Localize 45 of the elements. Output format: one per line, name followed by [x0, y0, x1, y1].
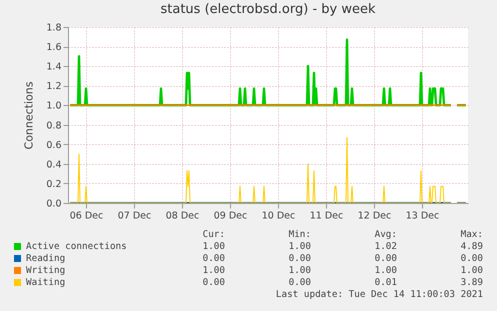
chart-title: status (electrobsd.org) - by week — [160, 2, 376, 17]
y-tick-label: 0.4 — [46, 159, 62, 170]
text: 0.00 — [374, 253, 397, 264]
text: 1.00 — [460, 265, 483, 276]
legend-label: Active connections — [26, 241, 127, 252]
x-tick-label: 10 Dec — [262, 210, 296, 222]
x-tick-label: 12 Dec — [358, 210, 392, 222]
text: 0.00 — [288, 253, 311, 264]
text: 0.00 — [460, 253, 483, 264]
text: 0.00 — [202, 277, 225, 288]
y-tick-label: 1.0 — [46, 100, 62, 112]
text: Max: — [460, 229, 483, 240]
y-tick-label: 0.6 — [46, 140, 62, 151]
text: 1.00 — [374, 265, 397, 276]
text: Min: — [288, 229, 311, 240]
text: 1.02 — [374, 241, 397, 252]
text: 3.89 — [460, 277, 483, 288]
y-tick-label: 0.2 — [46, 178, 62, 190]
x-tick-label: 06 Dec — [70, 210, 104, 222]
text: Last update: Tue Dec 14 11:00:03 2021 — [276, 289, 483, 300]
y-tick-label: 1.2 — [46, 81, 62, 92]
x-tick-label: 13 Dec — [406, 210, 440, 222]
text: 0.00 — [288, 277, 311, 288]
legend-label: Reading — [26, 253, 66, 264]
text: 0.01 — [374, 277, 397, 288]
x-tick-label: 11 Dec — [310, 210, 344, 222]
y-tick-label: 0.8 — [46, 120, 62, 132]
text: 0.00 — [202, 253, 225, 264]
text: Cur: — [202, 229, 225, 240]
text: 4.89 — [460, 241, 483, 252]
text: Avg: — [374, 229, 397, 240]
text: 1.00 — [202, 265, 225, 276]
x-tick-label: 07 Dec — [118, 210, 152, 222]
text: 1.00 — [288, 265, 311, 276]
y-tick-label: 1.8 — [46, 22, 62, 34]
x-tick-label: 08 Dec — [166, 210, 200, 222]
legend-label: Writing — [26, 265, 66, 276]
legend-label: Waiting — [26, 277, 66, 288]
y-tick-label: 1.6 — [46, 42, 62, 54]
y-tick-label: 1.4 — [46, 62, 62, 73]
x-tick-label: 09 Dec — [214, 210, 248, 222]
y-axis-title: Connections — [22, 81, 36, 150]
text: 1.00 — [202, 241, 225, 252]
y-tick-label: 0.0 — [46, 198, 62, 210]
text: 1.00 — [288, 241, 311, 252]
